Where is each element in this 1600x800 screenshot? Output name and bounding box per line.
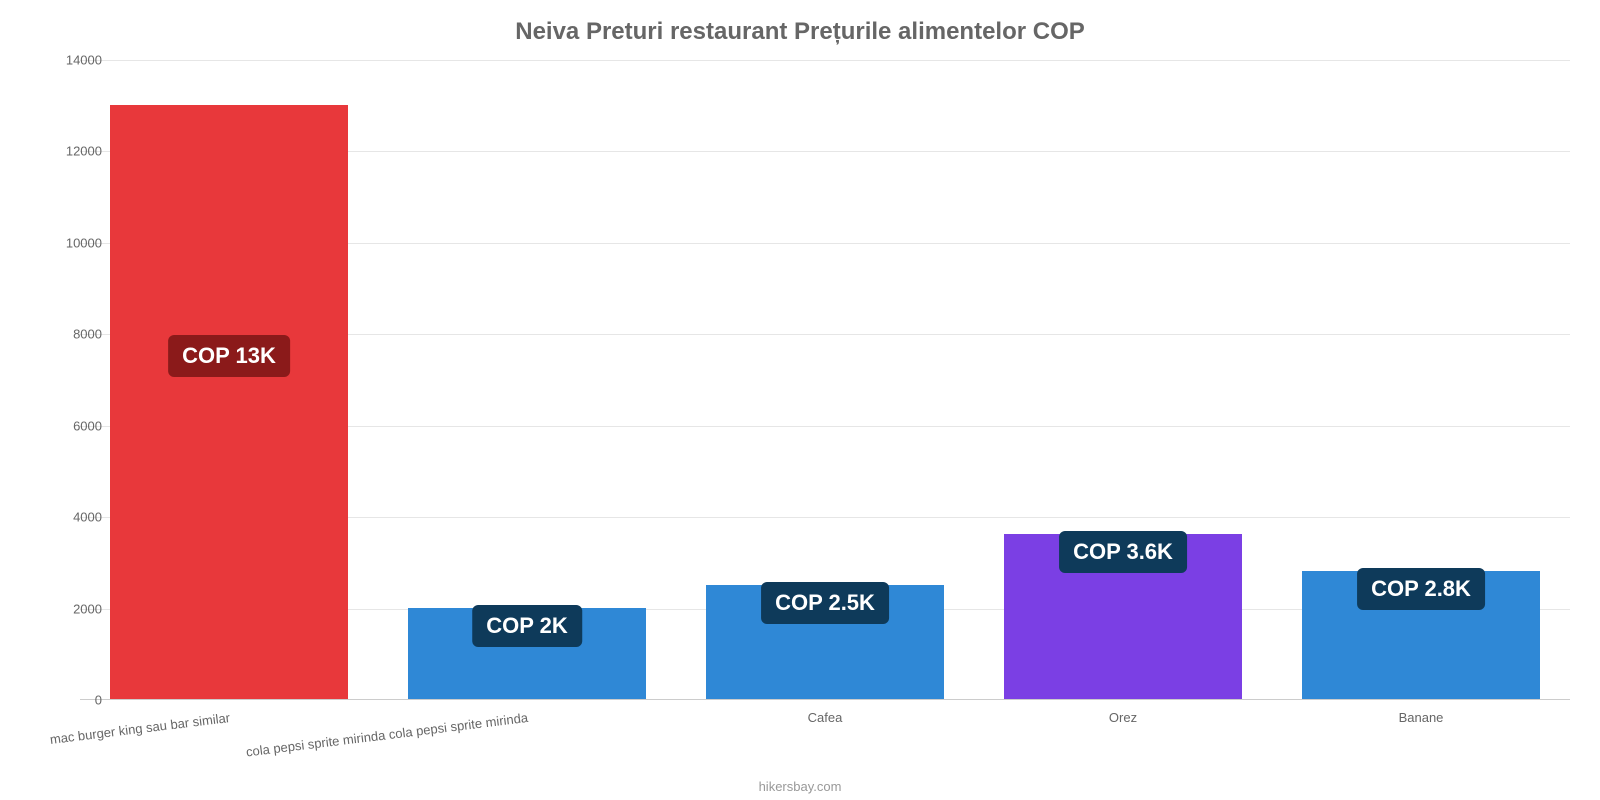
bar-value-label: COP 3.6K	[1059, 531, 1187, 573]
bar-value-label: COP 2.5K	[761, 582, 889, 624]
x-tick-label: Banane	[1399, 710, 1444, 725]
x-tick-label: cola pepsi sprite mirinda cola pepsi spr…	[245, 710, 529, 759]
chart-container: Neiva Preturi restaurant Prețurile alime…	[0, 0, 1600, 800]
x-tick-label: mac burger king sau bar similar	[49, 710, 231, 747]
y-tick-label: 14000	[32, 53, 102, 68]
y-tick-label: 6000	[32, 418, 102, 433]
bar	[110, 105, 348, 699]
x-tick-label: Orez	[1109, 710, 1137, 725]
y-tick-label: 12000	[32, 144, 102, 159]
bar-value-label: COP 13K	[168, 335, 290, 377]
y-tick-label: 8000	[32, 327, 102, 342]
y-tick-label: 2000	[32, 601, 102, 616]
bar-value-label: COP 2.8K	[1357, 568, 1485, 610]
credit-text: hikersbay.com	[0, 779, 1600, 794]
plot-area: COP 13K COP 2K COP 2.5K COP 3.6K COP 2.8K	[80, 60, 1570, 700]
y-tick-label: 10000	[32, 235, 102, 250]
chart-title: Neiva Preturi restaurant Prețurile alime…	[0, 18, 1600, 46]
y-tick-label: 0	[32, 693, 102, 708]
bar-value-label: COP 2K	[472, 605, 582, 647]
grid-line	[80, 60, 1570, 61]
x-tick-label: Cafea	[808, 710, 843, 725]
y-tick-label: 4000	[32, 510, 102, 525]
